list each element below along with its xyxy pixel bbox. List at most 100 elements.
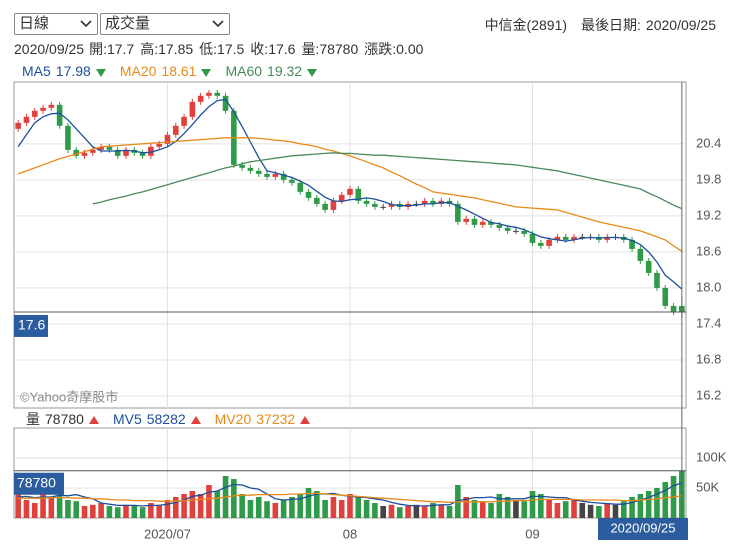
candle-body [172, 125, 179, 135]
candle-body [662, 287, 669, 306]
stock-name: 中信金(2891) [484, 17, 568, 33]
volume-bar [98, 503, 104, 518]
candle-body [40, 107, 46, 111]
volume-bar [56, 482, 63, 518]
volume-bar [90, 504, 96, 518]
candle-body [255, 170, 262, 174]
volume-bar [579, 503, 586, 518]
candle-body [23, 116, 30, 123]
candle-body [314, 197, 320, 204]
candle-body [546, 239, 552, 246]
legend-value: 18.61 [161, 63, 197, 79]
quote-field: 低:17.5 [199, 41, 244, 57]
candle-body [571, 236, 577, 240]
volume-bar [330, 497, 337, 518]
volume-bar [297, 494, 304, 518]
candle-body [247, 167, 254, 171]
y-tick-label: 19.8 [696, 171, 721, 186]
candle-body [479, 221, 486, 225]
triangle [307, 68, 318, 77]
volume-bar [23, 500, 30, 518]
candle-body [513, 230, 519, 232]
triangle [88, 415, 99, 424]
trend-icon [190, 415, 201, 424]
volume-bar [172, 497, 179, 518]
volume-bar [255, 497, 262, 518]
volume-bar [114, 507, 121, 518]
indicator: 成交量 [105, 15, 151, 32]
candle-body [645, 260, 652, 273]
triangle [95, 68, 106, 77]
candle-body [56, 104, 63, 126]
candle-body [322, 203, 328, 210]
candle-body [305, 191, 312, 198]
volume-bar [206, 485, 212, 518]
volume-bar [488, 503, 494, 518]
triangle [190, 415, 201, 424]
candle-body [148, 146, 154, 156]
candle-body [562, 236, 569, 240]
quote-value: 17.5 [217, 41, 245, 57]
quote-value: 17.85 [158, 41, 194, 57]
candle-body [471, 218, 478, 225]
chevron [212, 20, 224, 28]
period-select[interactable]: 日線 [14, 13, 98, 35]
legend-name: MA60 [225, 63, 263, 79]
candle-body [654, 272, 660, 288]
volume-bar [372, 503, 378, 518]
volume-bar [239, 494, 245, 518]
volume-bar [413, 504, 420, 518]
candle-body [114, 149, 121, 156]
candle-body [421, 200, 428, 204]
y-tick-label: 20.4 [696, 135, 721, 150]
quote-label: 量: [301, 41, 320, 57]
volume-bar [538, 494, 544, 518]
candle-body [222, 95, 229, 111]
legend-name: MA5 [22, 63, 51, 79]
candle-body [430, 200, 436, 204]
volume-bar [620, 501, 627, 518]
volume-bar [562, 501, 569, 518]
volume-bar [181, 494, 187, 518]
volume-bar [554, 503, 561, 518]
y-tick-label: 16.8 [696, 351, 721, 366]
candle-body [31, 110, 38, 117]
candle-body [289, 179, 295, 183]
x-tick-label: 09 [525, 526, 539, 541]
candle-body [73, 149, 80, 156]
quote-value: 17.6 [268, 41, 296, 57]
indicator-select[interactable]: 成交量 [100, 13, 230, 35]
legend-value: 78780 [45, 411, 84, 427]
volume-bar [15, 491, 21, 518]
volume-bar [637, 494, 644, 518]
candle-body [363, 200, 370, 204]
quote-label: 低: [199, 41, 218, 57]
x-tick-label: 08 [343, 526, 357, 541]
volume-bar [446, 506, 453, 518]
candle-body [181, 116, 187, 126]
quote-date: 2020/09/25 [14, 41, 85, 57]
y-tick-label: 100K [696, 449, 727, 464]
date-tag [598, 518, 688, 540]
legend-name: 量 [26, 411, 40, 427]
candle-body [455, 203, 461, 222]
quote-field: 收:17.6 [250, 41, 295, 57]
candle-body [189, 101, 196, 117]
candle-body [529, 233, 536, 243]
volume-bar [438, 504, 445, 518]
candle-body [15, 122, 21, 129]
ma-line [17, 98, 683, 290]
triangle [300, 415, 311, 424]
quote-label: 開: [89, 41, 107, 57]
legend-value: 19.32 [267, 63, 303, 79]
y-tick-label: 50K [696, 479, 719, 494]
legend-name: MA20 [119, 63, 157, 79]
quote-field: 漲跌:0.00 [364, 41, 423, 57]
volume-bar [355, 497, 362, 518]
candle-body [239, 164, 245, 168]
y-tick-label: 16.2 [696, 387, 721, 402]
volume-bar [521, 501, 528, 518]
candle-body [197, 95, 204, 102]
quote-field: 量:78780 [301, 41, 358, 57]
